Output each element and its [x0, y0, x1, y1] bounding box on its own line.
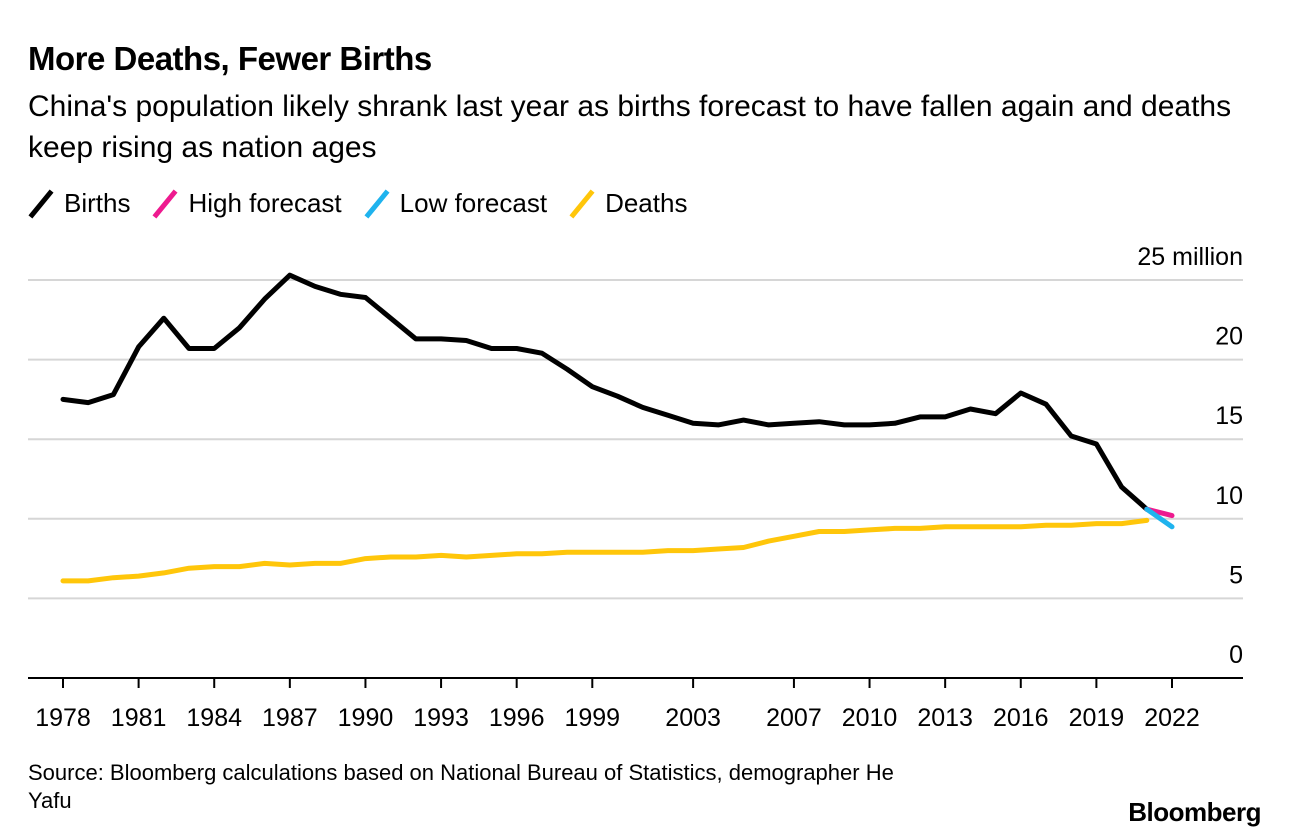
x-tick-label: 1996 — [489, 704, 545, 730]
legend-item-high-forecast: High forecast — [152, 188, 342, 219]
x-tick-label: 1981 — [111, 704, 167, 730]
chart-title: More Deaths, Fewer Births — [28, 40, 432, 77]
legend-swatch-low-forecast — [364, 188, 390, 219]
x-tick-label: 2013 — [917, 704, 973, 730]
x-tick-label: 2016 — [993, 704, 1049, 730]
y-tick-label: 25 million — [1137, 243, 1243, 271]
chart-legend: Births High forecast Low forecast Deaths — [28, 188, 709, 219]
legend-swatch-deaths — [569, 188, 595, 219]
x-tick-label: 1993 — [413, 704, 469, 730]
legend-item-deaths: Deaths — [569, 188, 687, 219]
legend-swatch-births — [28, 188, 54, 219]
legend-swatch-high-forecast — [152, 188, 178, 219]
x-tick-label: 2003 — [665, 704, 721, 730]
legend-item-births: Births — [28, 188, 130, 219]
y-tick-label: 10 — [1215, 482, 1243, 510]
grid-layer — [28, 279, 1243, 600]
y-tick-label: 5 — [1229, 561, 1243, 589]
y-tick-label: 20 — [1215, 323, 1243, 351]
x-tick-label: 1987 — [262, 704, 318, 730]
x-tick-label: 1984 — [186, 704, 242, 730]
x-tick-label: 2019 — [1069, 704, 1125, 730]
legend-label-high-forecast: High forecast — [188, 188, 342, 218]
y-tick-label: 0 — [1229, 641, 1243, 669]
series-line-births — [60, 272, 1150, 512]
chart-subtitle: China's population likely shrank last ye… — [28, 90, 1232, 164]
legend-label-births: Births — [64, 188, 131, 218]
legend-item-low-forecast: Low forecast — [364, 188, 547, 219]
x-tick-label: 2007 — [766, 704, 822, 730]
y-tick-label: 15 — [1215, 402, 1243, 430]
series-layer — [60, 272, 1175, 584]
x-tick-label: 1990 — [338, 704, 394, 730]
x-tick-label: 1999 — [564, 704, 620, 730]
axis-layer: 0 5 10 15 20 25 million 1978 1981 1984 1987 1990 19… — [28, 243, 1243, 730]
legend-label-low-forecast: Low forecast — [399, 188, 548, 218]
series-line-low-forecast — [1144, 506, 1175, 530]
brand-logo: Bloomberg — [1128, 797, 1261, 827]
line-chart: 0 5 10 15 20 25 million 1978 1981 1984 1987 1990 19… — [28, 243, 1243, 730]
x-tick-label: 1978 — [35, 704, 91, 730]
source-note: Source: Bloomberg calculations based on … — [28, 760, 894, 813]
legend-label-deaths: Deaths — [605, 188, 688, 218]
series-line-deaths — [60, 517, 1150, 584]
x-tick-label: 2022 — [1144, 704, 1200, 730]
x-tick-label: 2010 — [842, 704, 898, 730]
